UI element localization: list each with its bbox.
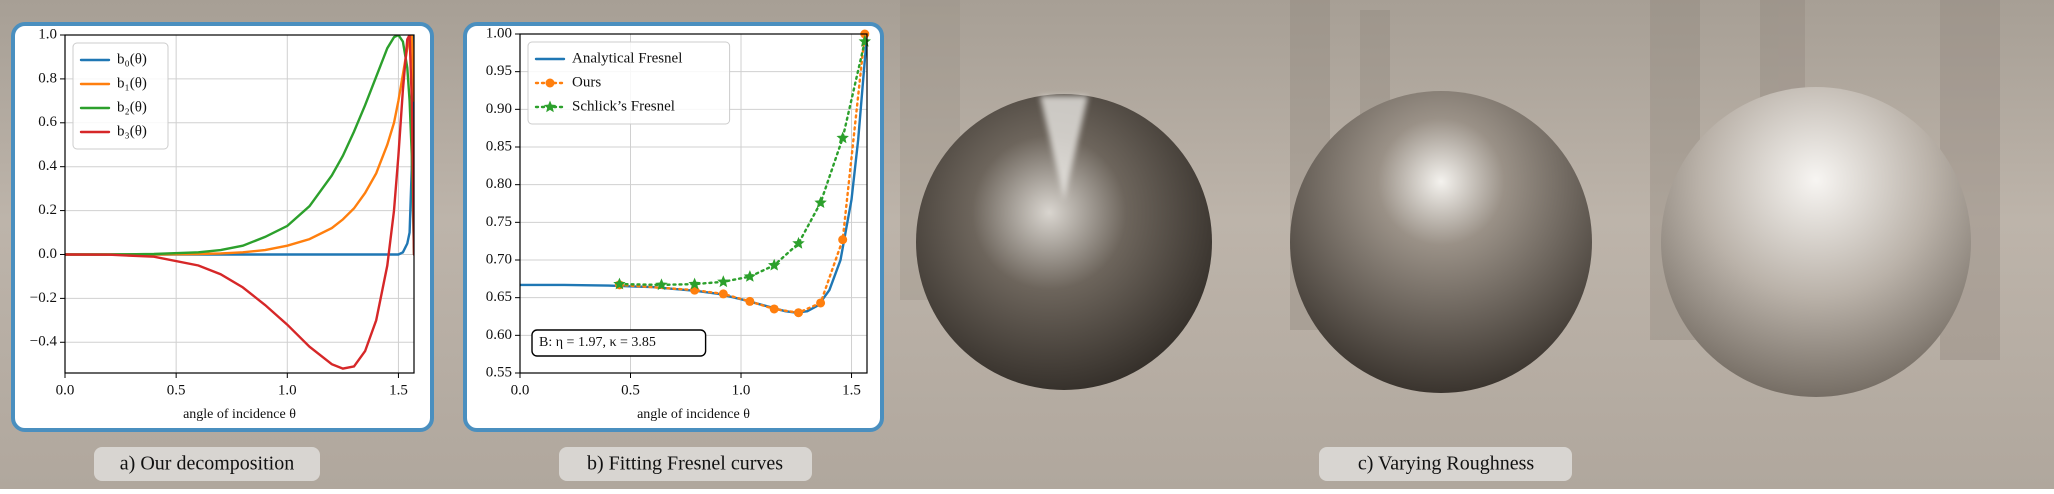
y-tick-label: 0.85 <box>486 138 512 154</box>
y-tick-label: −0.2 <box>30 290 57 306</box>
marker <box>718 289 728 299</box>
caption: b) Fitting Fresnel curves <box>587 453 783 475</box>
y-tick-label: 0.8 <box>38 70 57 86</box>
y-tick-label: 0.4 <box>38 158 57 174</box>
x-tick-label: 1.0 <box>278 382 297 398</box>
legend-box <box>527 41 731 125</box>
caption: c) Varying Roughness <box>1358 453 1534 475</box>
y-tick-label: 0.0 <box>38 246 57 262</box>
legend-label: Ours <box>572 74 601 90</box>
sphere-reflection <box>1040 96 1088 200</box>
legend-label: b₃(θ) <box>117 123 147 139</box>
marker <box>655 278 668 291</box>
series-line <box>65 35 414 370</box>
x-tick-label: 1.5 <box>842 382 861 398</box>
caption: a) Our decomposition <box>120 453 294 475</box>
series-line <box>618 40 866 287</box>
x-tick-label: 0.0 <box>56 382 75 398</box>
axes-frame <box>64 34 415 374</box>
y-tick-label: 0.6 <box>38 114 57 130</box>
annotation-box <box>531 329 707 357</box>
marker <box>769 304 779 314</box>
y-tick-label: 0.60 <box>486 327 512 343</box>
y-tick-label: 0.75 <box>486 214 512 230</box>
panel-b <box>463 22 884 432</box>
x-tick-label: 1.5 <box>389 382 408 398</box>
y-tick-label: 1.00 <box>486 25 512 41</box>
y-tick-label: 0.65 <box>486 289 512 305</box>
marker <box>745 296 755 306</box>
x-axis-label: angle of incidence θ <box>183 407 296 422</box>
legend-marker <box>543 100 557 113</box>
marker <box>793 308 803 318</box>
y-tick-label: 0.95 <box>486 63 512 79</box>
sphere-smooth <box>916 94 1212 390</box>
legend-marker <box>545 78 555 88</box>
axes-frame <box>519 33 868 374</box>
legend-box <box>72 42 169 150</box>
y-tick-label: 1.0 <box>38 26 57 42</box>
caption-box <box>94 447 320 481</box>
marker <box>816 298 826 308</box>
caption-box <box>559 447 812 481</box>
sphere-medium <box>1290 91 1592 393</box>
y-tick-label: 0.80 <box>486 176 512 192</box>
y-tick-label: 0.70 <box>486 251 512 267</box>
x-axis-label: angle of incidence θ <box>637 407 750 422</box>
caption-box <box>1319 447 1572 481</box>
marker <box>743 270 756 282</box>
marker <box>858 35 871 47</box>
y-tick-label: 0.90 <box>486 101 512 117</box>
legend-label: b₁(θ) <box>117 75 147 91</box>
legend-label: Analytical Fresnel <box>572 50 682 66</box>
marker <box>613 277 626 290</box>
y-tick-label: 0.2 <box>38 202 57 218</box>
legend-label: b₀(θ) <box>117 51 147 67</box>
marker <box>792 236 805 249</box>
sphere-rough <box>1661 87 1971 397</box>
marker <box>836 131 849 144</box>
x-tick-label: 1.0 <box>732 382 751 398</box>
marker <box>688 277 701 290</box>
annotation: B: η = 1.97, κ = 3.85 <box>539 335 656 350</box>
legend-label: Schlick’s Fresnel <box>572 98 675 114</box>
marker <box>717 275 730 288</box>
legend-label: b₂(θ) <box>117 99 147 115</box>
marker <box>838 235 848 245</box>
y-tick-label: 0.55 <box>486 364 512 380</box>
x-tick-label: 0.0 <box>511 382 530 398</box>
marker <box>768 258 781 271</box>
y-tick-label: −0.4 <box>30 334 58 350</box>
marker <box>814 196 827 208</box>
x-tick-label: 0.5 <box>621 382 640 398</box>
x-tick-label: 0.5 <box>167 382 186 398</box>
